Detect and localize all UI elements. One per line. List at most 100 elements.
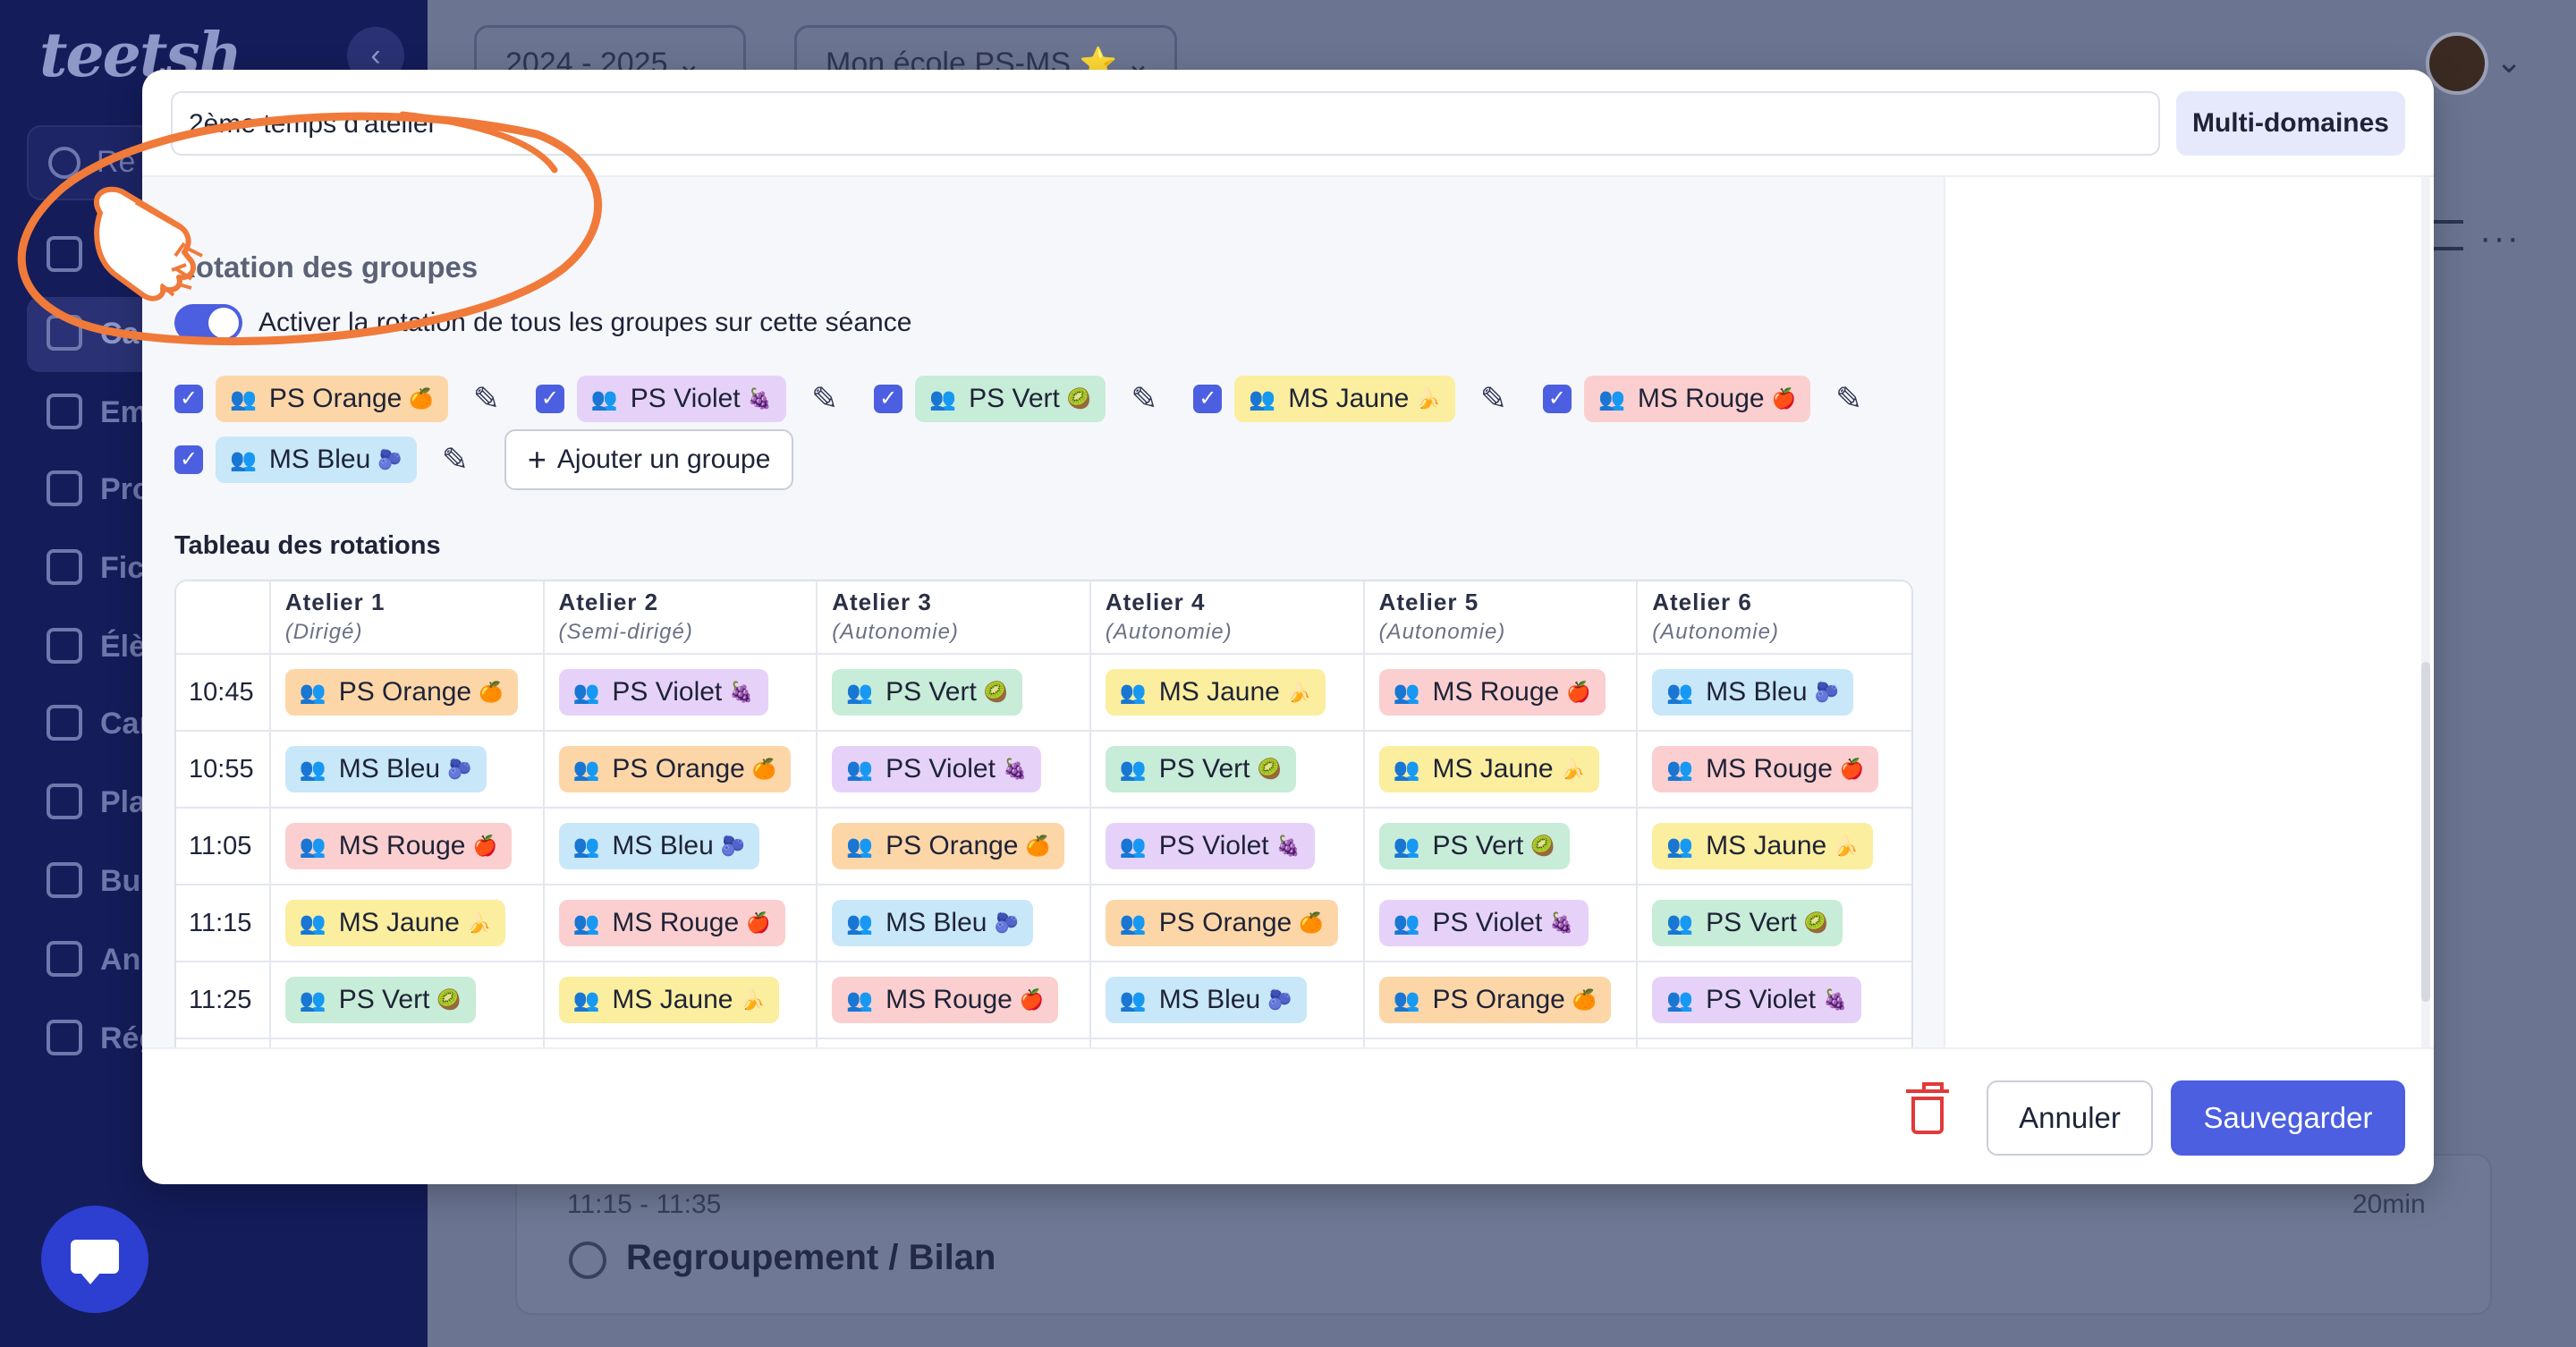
group-name: MS Bleu (612, 831, 714, 860)
scrollbar-thumb[interactable] (2421, 662, 2430, 1002)
sidebar-item[interactable]: Fic (27, 531, 402, 606)
scrollbar[interactable] (2421, 177, 2430, 1047)
group-emoji: 🍎 (472, 834, 497, 857)
edit-pencil-icon[interactable]: ✎ (1131, 380, 1158, 417)
groups-row: ✓ 👥 MS Bleu 🫐 ✎ + Ajouter un groupe (174, 429, 794, 490)
atelier-type: (Dirigé) (284, 620, 363, 644)
edit-pencil-icon[interactable]: ✎ (1479, 380, 1507, 417)
rotation-cell: 👥 PS Orange 🍊 (818, 809, 1091, 885)
rotation-group-chip: 👥 PS Vert 🥝 (284, 977, 476, 1023)
session-duration: 20min (2352, 1190, 2426, 1219)
rotation-group-chip: 👥 PS Violet 🍇 (1105, 823, 1316, 869)
group-emoji: 🍊 (1299, 911, 1324, 934)
group-emoji: 🥝 (1803, 911, 1829, 934)
save-button[interactable]: Sauvegarder (2171, 1080, 2405, 1156)
group-emoji: 🍎 (746, 911, 771, 934)
session-title-input[interactable]: 2ème temps d'atelier (171, 91, 2160, 156)
group-name: PS Violet (612, 677, 723, 707)
table-row: 10:45 👥 PS Orange 🍊 👥 PS Violet 🍇 👥 PS Vert 🥝 👥 MS … (176, 655, 1911, 732)
cancel-button[interactable]: Annuler (1987, 1080, 2153, 1156)
group-checkbox[interactable]: ✓ (874, 385, 903, 413)
group-checkbox[interactable]: ✓ (535, 385, 564, 413)
rotation-cell: 👥 PS Vert 🥝 (1638, 885, 1911, 962)
group-name: PS Violet (886, 754, 996, 784)
group-name: PS Vert (1706, 908, 1797, 937)
people-icon: 👥 (1119, 987, 1147, 1012)
atelier-header: Atelier 3 (Autonomie) (818, 581, 1091, 655)
rotation-group-chip: 👥 MS Jaune 🍌 (558, 977, 779, 1023)
rotation-cell: 👥 MS Rouge 🍎 (544, 885, 818, 962)
rotation-group-chip: 👥 MS Jaune 🍌 (1378, 746, 1599, 792)
edit-pencil-icon[interactable]: ✎ (811, 380, 839, 417)
sidebar-item[interactable]: Élè (27, 610, 402, 685)
people-icon: 👥 (1597, 386, 1625, 411)
group-name: PS Violet (1158, 831, 1269, 860)
rotation-cell: 👥 MS Bleu 🫐 (818, 885, 1091, 962)
check-circle-icon[interactable] (569, 1241, 606, 1279)
group-checkbox[interactable]: ✓ (1542, 385, 1572, 413)
avatar[interactable] (2426, 32, 2488, 95)
group-name: PS Violet (1706, 985, 1816, 1014)
sidebar-item[interactable]: Pla (27, 766, 402, 841)
people-icon: 👥 (1249, 386, 1276, 411)
atelier-header: Atelier 4 (Autonomie) (1090, 581, 1365, 655)
sidebar-item[interactable]: Em (27, 376, 402, 451)
group-checkbox[interactable]: ✓ (1193, 385, 1223, 413)
piggy-bank-icon (47, 862, 82, 898)
rotation-cell: 👥PS Violet🍇 (271, 1039, 545, 1047)
edit-pencil-icon[interactable]: ✎ (441, 441, 469, 478)
group-name: MS Bleu (1158, 985, 1261, 1014)
atelier-header: Atelier 5 (Autonomie) (1364, 581, 1639, 655)
group-name: PS Vert (1158, 754, 1250, 784)
edit-pencil-icon[interactable]: ✎ (1835, 380, 1863, 417)
filter-icon[interactable] (2428, 220, 2463, 250)
divider (142, 1047, 2434, 1049)
group-name: PS Vert (1432, 831, 1524, 860)
chat-icon (71, 1240, 119, 1284)
chevron-down-icon[interactable]: ⌄ (2496, 43, 2523, 80)
group-emoji: 🍊 (751, 758, 777, 780)
multi-domain-button[interactable]: Multi-domaines (2176, 91, 2405, 156)
more-options-icon[interactable]: ··· (2479, 218, 2521, 258)
sidebar-item-label: Élè (100, 630, 147, 664)
edit-pencil-icon[interactable]: ✎ (472, 380, 500, 417)
group-checkbox[interactable]: ✓ (174, 445, 203, 474)
rotation-time: 10:45 (176, 655, 271, 732)
group-name: MS Bleu (338, 754, 441, 784)
chat-button[interactable] (41, 1206, 148, 1313)
rotation-group-chip: 👥 PS Vert 🥝 (1105, 746, 1296, 792)
rotation-group-chip: 👥 PS Orange 🍊 (1378, 977, 1612, 1023)
sidebar-item[interactable]: Bu (27, 844, 402, 919)
people-icon: 👥 (299, 757, 326, 782)
group-emoji: 🫐 (720, 834, 746, 857)
rotation-cell: 👥MS Jaune🍌 (1638, 809, 1911, 885)
table-body: 10:45 👥 PS Orange 🍊 👥 PS Violet 🍇 👥 PS Vert 🥝 👥 MS … (176, 655, 1911, 1047)
rotation-cell: 👥MS Jaune🍌 (818, 1039, 1091, 1047)
group-emoji: 🍊 (1572, 988, 1597, 1011)
rotation-group-chip: 👥 MS Bleu 🫐 (284, 746, 487, 792)
rotation-cell: 👥 PS Vert 🥝 (818, 655, 1091, 732)
trash-icon[interactable] (1906, 1082, 1949, 1134)
atelier-name: Atelier 1 (284, 589, 386, 615)
rotation-table: Atelier 1 (Dirigé) Atelier 2 (Semi-dirigé) A… (174, 580, 1913, 1047)
institution-icon (47, 941, 82, 977)
atelier-name: Atelier 3 (832, 589, 932, 615)
rotation-cell: 👥 MS Rouge 🍎 (1638, 732, 1911, 809)
rotation-time: 11:35 (176, 1039, 271, 1047)
group-emoji: 🍇 (729, 681, 754, 703)
rotation-group-chip: 👥 PS Orange 🍊 (284, 669, 518, 716)
rotation-toggle[interactable] (174, 304, 242, 342)
group-name: PS Orange (1158, 908, 1292, 937)
group-checkbox[interactable]: ✓ (174, 385, 203, 413)
people-icon: 👥 (1119, 680, 1147, 705)
group-name: MS Bleu (886, 908, 987, 937)
sidebar-item-label: Ca (100, 317, 140, 351)
rotation-cell: 👥 MS Rouge 🍎 (1364, 655, 1639, 732)
add-group-button[interactable]: + Ajouter un groupe (504, 429, 794, 490)
group-emoji: 🫐 (1814, 681, 1839, 703)
group-name: MS Bleu (268, 445, 371, 474)
rotation-time: 11:25 (176, 962, 271, 1039)
group-name: MS Rouge (886, 985, 1013, 1014)
gear-icon (47, 1020, 82, 1055)
calendar-icon (47, 394, 82, 429)
